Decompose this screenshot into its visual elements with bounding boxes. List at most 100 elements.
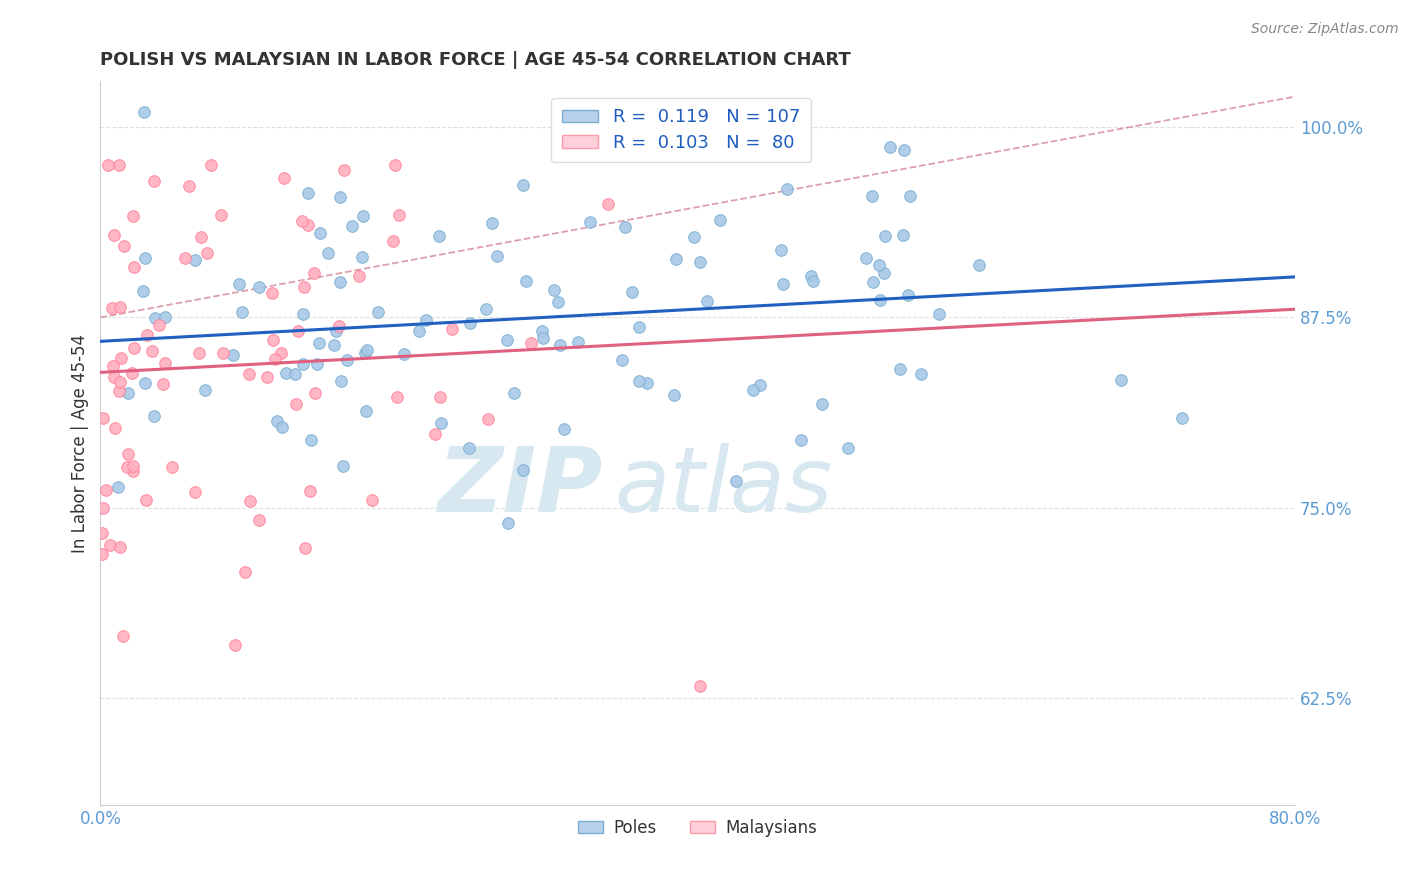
- Point: [860, 189, 883, 203]
- Point: [873, 228, 896, 243]
- Point: [429, 390, 451, 404]
- Point: [266, 413, 288, 427]
- Point: [553, 421, 575, 435]
- Point: [273, 170, 295, 185]
- Point: [260, 286, 283, 301]
- Point: [475, 301, 498, 316]
- Point: [200, 158, 222, 172]
- Point: [495, 334, 517, 348]
- Point: [689, 679, 711, 693]
- Point: [350, 250, 373, 264]
- Point: [117, 386, 139, 401]
- Point: [709, 213, 731, 227]
- Point: [486, 249, 509, 263]
- Point: [270, 346, 292, 360]
- Point: [122, 209, 145, 223]
- Point: [457, 441, 479, 455]
- Point: [322, 337, 344, 351]
- Point: [612, 353, 634, 368]
- Point: [112, 629, 135, 643]
- Point: [134, 251, 156, 265]
- Point: [173, 251, 195, 265]
- Point: [112, 239, 135, 253]
- Point: [498, 516, 520, 530]
- Point: [329, 189, 352, 203]
- Point: [110, 351, 132, 365]
- Point: [837, 441, 859, 455]
- Point: [811, 397, 834, 411]
- Point: [122, 459, 145, 474]
- Point: [233, 565, 256, 579]
- Point: [336, 353, 359, 368]
- Point: [299, 484, 322, 499]
- Point: [873, 266, 896, 280]
- Point: [308, 336, 330, 351]
- Point: [222, 348, 245, 362]
- Point: [441, 322, 464, 336]
- Point: [579, 215, 602, 229]
- Point: [512, 463, 534, 477]
- Point: [184, 253, 207, 268]
- Point: [328, 318, 350, 333]
- Point: [135, 493, 157, 508]
- Point: [274, 366, 297, 380]
- Point: [347, 268, 370, 283]
- Point: [567, 334, 589, 349]
- Point: [231, 304, 253, 318]
- Point: [928, 307, 950, 321]
- Point: [132, 284, 155, 298]
- Point: [143, 310, 166, 325]
- Point: [430, 416, 453, 430]
- Point: [187, 346, 209, 360]
- Point: [333, 163, 356, 178]
- Point: [332, 458, 354, 473]
- Point: [209, 207, 232, 221]
- Point: [294, 541, 316, 556]
- Point: [664, 252, 686, 266]
- Point: [122, 341, 145, 355]
- Point: [329, 275, 352, 289]
- Point: [742, 384, 765, 398]
- Point: [512, 178, 534, 193]
- Point: [264, 352, 287, 367]
- Point: [627, 320, 650, 334]
- Legend: Poles, Malaysians: Poles, Malaysians: [572, 813, 824, 844]
- Point: [893, 143, 915, 157]
- Point: [325, 324, 347, 338]
- Text: POLISH VS MALAYSIAN IN LABOR FORCE | AGE 45-54 CORRELATION CHART: POLISH VS MALAYSIAN IN LABOR FORCE | AGE…: [100, 51, 851, 69]
- Point: [724, 474, 747, 488]
- Point: [155, 356, 177, 370]
- Point: [316, 246, 339, 260]
- Point: [662, 387, 685, 401]
- Text: ZIP: ZIP: [437, 442, 602, 531]
- Point: [98, 538, 121, 552]
- Point: [329, 374, 352, 388]
- Point: [340, 219, 363, 233]
- Point: [190, 230, 212, 244]
- Point: [548, 338, 571, 352]
- Text: atlas: atlas: [614, 442, 832, 531]
- Point: [108, 300, 131, 314]
- Point: [91, 411, 114, 425]
- Point: [239, 494, 262, 508]
- Point: [153, 310, 176, 324]
- Point: [117, 447, 139, 461]
- Point: [194, 383, 217, 397]
- Point: [247, 513, 270, 527]
- Point: [596, 196, 619, 211]
- Point: [228, 277, 250, 291]
- Point: [689, 255, 711, 269]
- Point: [148, 318, 170, 332]
- Point: [103, 359, 125, 374]
- Point: [776, 182, 799, 196]
- Point: [142, 409, 165, 423]
- Point: [408, 325, 430, 339]
- Point: [531, 331, 554, 345]
- Point: [291, 307, 314, 321]
- Point: [1109, 373, 1132, 387]
- Point: [152, 376, 174, 391]
- Point: [90, 526, 112, 541]
- Point: [481, 216, 503, 230]
- Point: [879, 140, 901, 154]
- Point: [104, 421, 127, 435]
